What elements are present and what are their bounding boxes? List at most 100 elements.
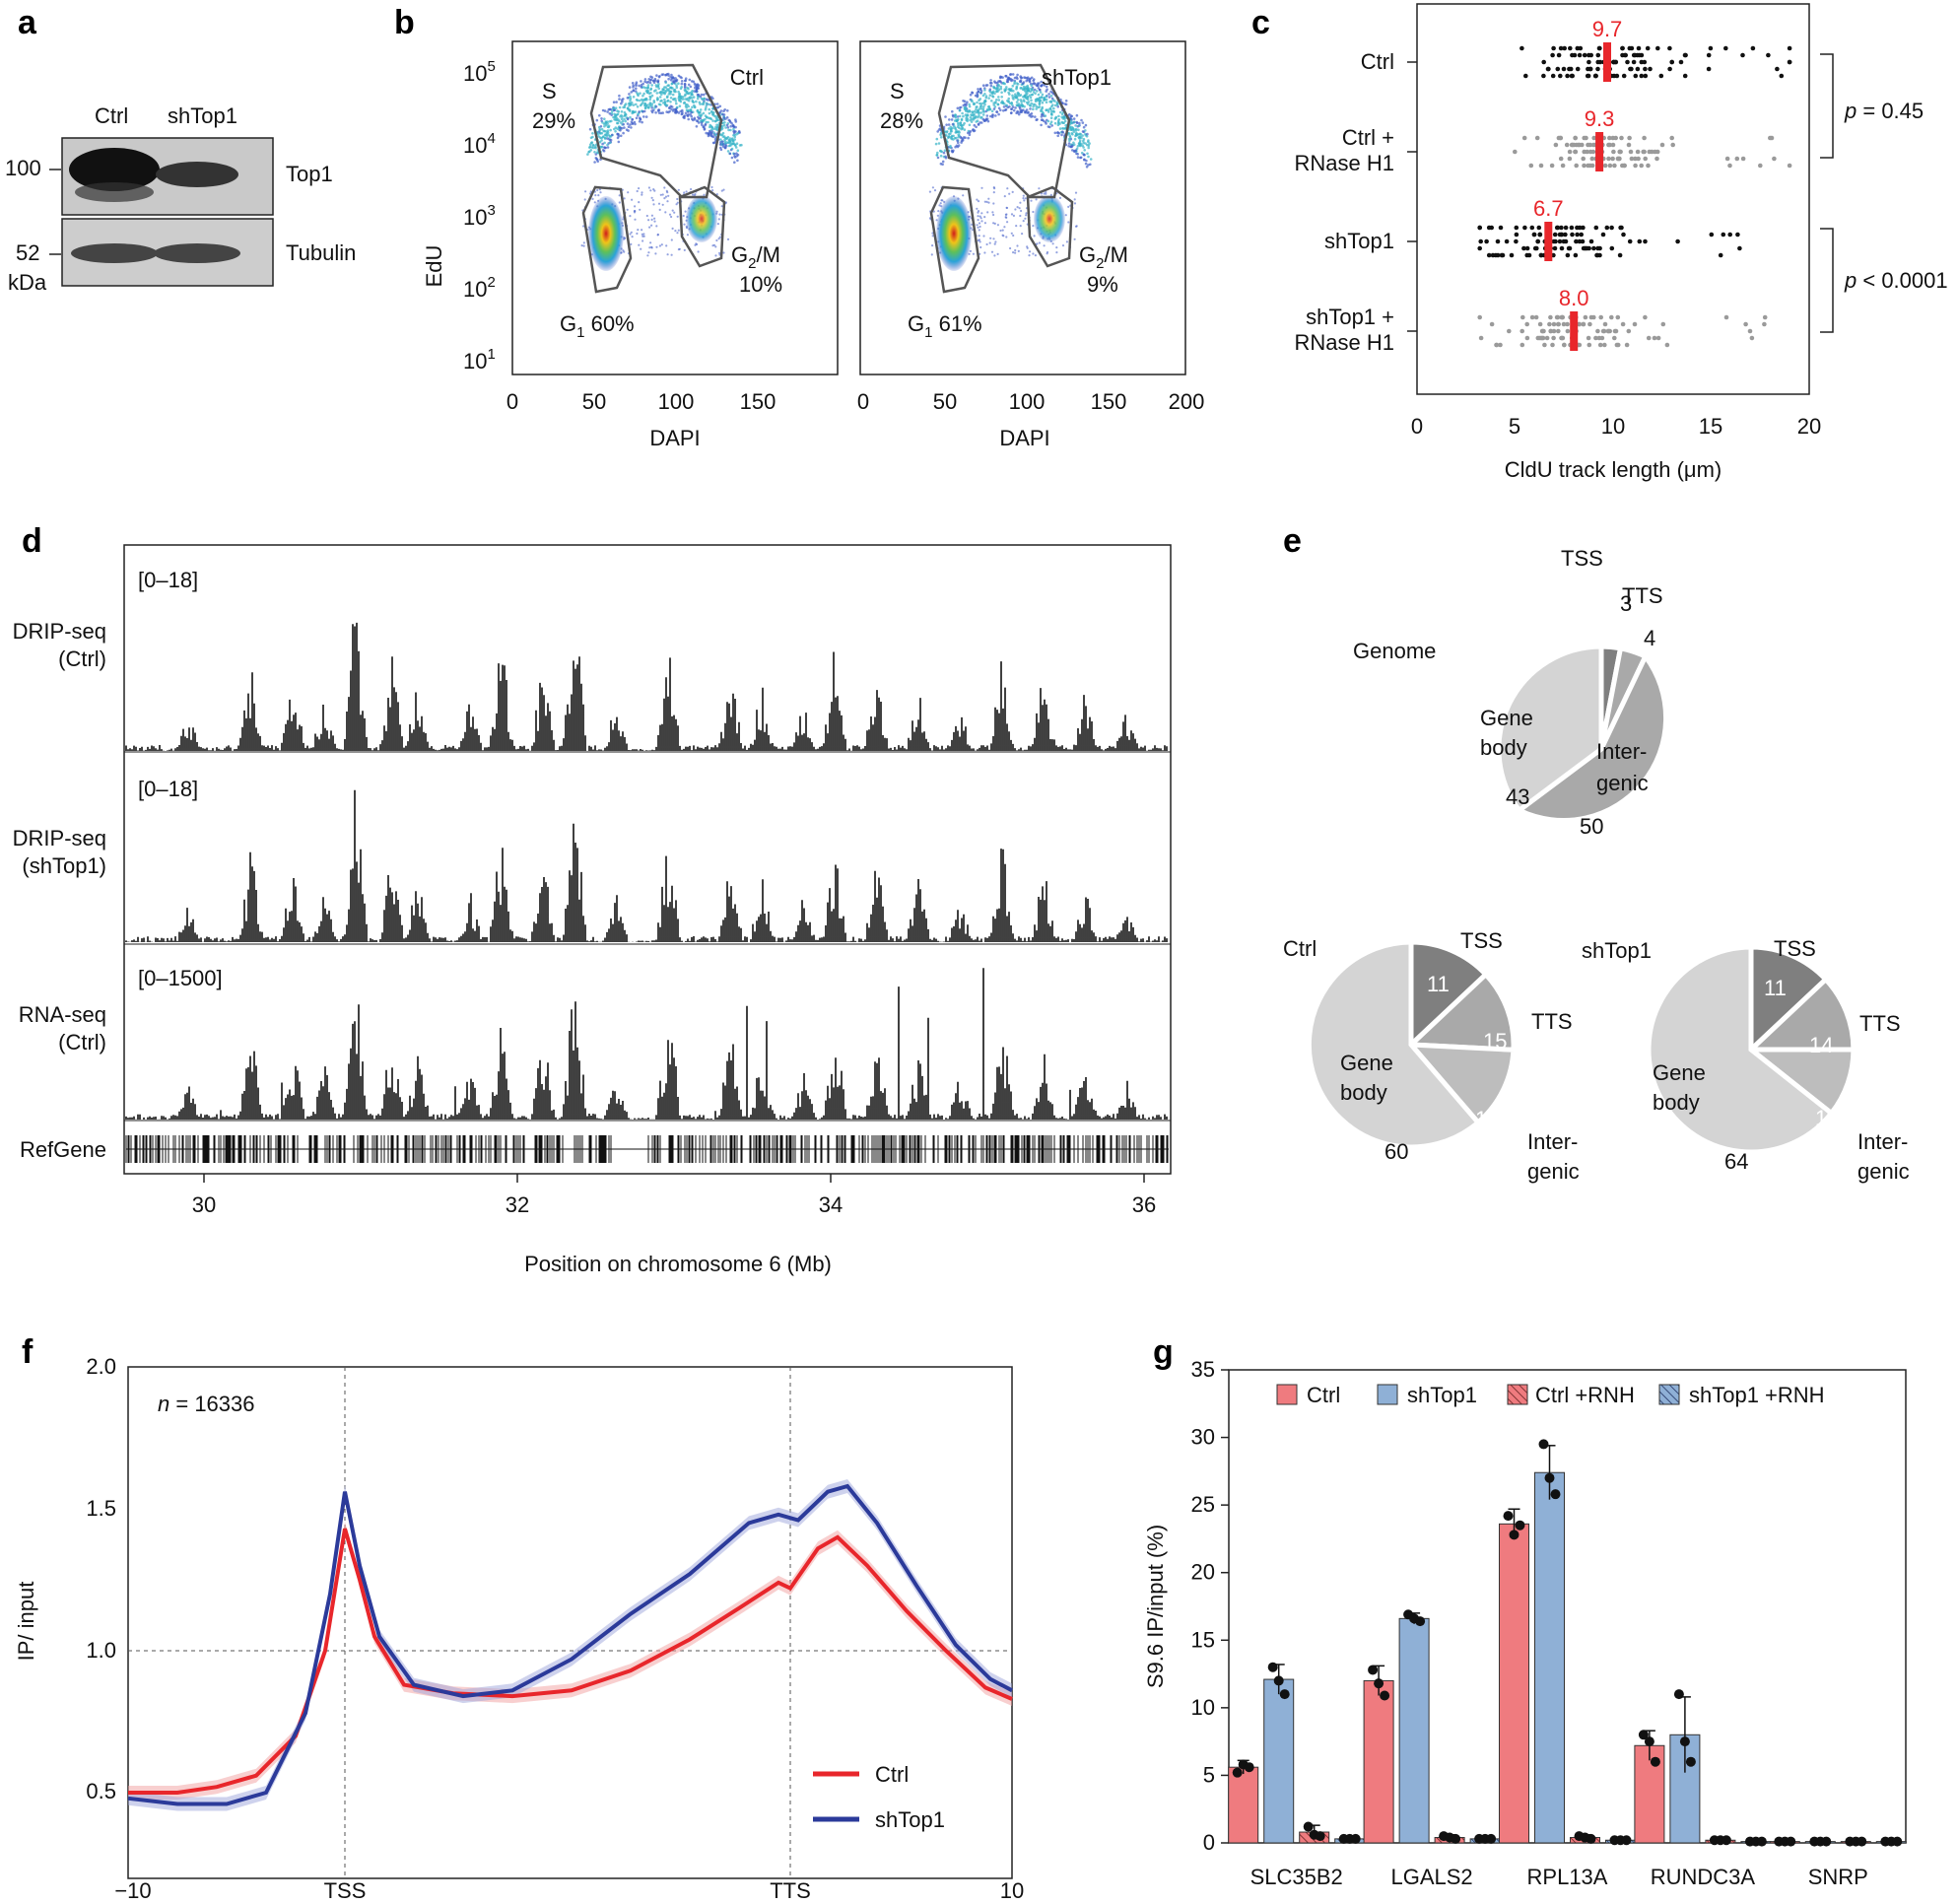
c-dot [1633, 163, 1638, 169]
b-0-s-dot [635, 83, 638, 86]
e-genome-inter-value: 50 [1580, 814, 1603, 839]
b-0-bg-dot [599, 191, 602, 194]
c-dot [1582, 163, 1587, 169]
b-1-s-dot [967, 136, 970, 140]
g-ytick-label: 5 [1203, 1762, 1215, 1787]
b-0-bg-dot [720, 189, 723, 192]
c-dot [1604, 225, 1610, 231]
c-dot [1652, 335, 1657, 341]
c-median-label: 6.7 [1533, 196, 1564, 221]
b-1-s-dot [969, 109, 972, 113]
b-1-s-dot [1019, 76, 1023, 80]
c-dot [1641, 149, 1646, 155]
b-0-bg-dot [668, 213, 672, 216]
b-1-bg-dot [1074, 191, 1078, 194]
b-1-bg-dot [1011, 190, 1014, 193]
b-1-s-dot [1077, 124, 1081, 127]
b-0-s-dot [688, 92, 692, 95]
b-0-s-dot [714, 119, 717, 123]
c-dot [1610, 142, 1616, 148]
b-0-bg-dot [694, 193, 697, 196]
b-1-s-dot [1087, 155, 1090, 159]
c-dot [1597, 342, 1603, 348]
b-1-s-dot [1045, 85, 1048, 89]
b-0-s-dot [589, 136, 593, 140]
c-dot [1769, 135, 1775, 141]
b-1-s-dot [934, 142, 938, 146]
b-1-s-dot [1074, 134, 1077, 138]
b-0-bg-dot [650, 224, 653, 227]
c-dot [1559, 232, 1564, 238]
b-0-bg-dot [673, 211, 676, 214]
d-refgene-label: RefGene [20, 1137, 106, 1162]
b-0-s-dot [704, 123, 707, 127]
c-dot [1567, 245, 1573, 251]
c-frame [1416, 3, 1810, 395]
b-1-s-dot [1028, 78, 1032, 81]
b-0-bg-dot [666, 253, 669, 256]
b-ylabel: EdU [422, 245, 446, 288]
g-ytick-label: 35 [1191, 1357, 1215, 1382]
b-0-s-dot [619, 126, 622, 129]
b-0-s-dot [674, 100, 678, 102]
d-track-label-1b: (Ctrl) [58, 646, 106, 671]
b-1-s-dot [939, 162, 943, 166]
b-0-bg-dot [593, 201, 596, 204]
b-0-s-dot [669, 104, 673, 108]
b-0-s-dot [678, 104, 682, 107]
c-median-bar [1544, 222, 1553, 261]
g-ytick-label: 30 [1191, 1425, 1215, 1450]
b-ytick-1e1: 101 [463, 346, 496, 374]
c-dot [1584, 135, 1588, 141]
c-dot [1486, 225, 1492, 231]
b-1-s-dot [999, 75, 1003, 79]
b-0-s-dot [660, 99, 663, 102]
b-0-s-dot [616, 132, 619, 136]
f-shtop1-line [127, 1483, 1013, 1806]
b-1-s-dot [1073, 150, 1076, 154]
b-1-s-dot [984, 100, 987, 102]
b-1-s-dot [1036, 90, 1039, 93]
b-0-s-dot [680, 76, 683, 80]
b-0-s-dot [594, 153, 598, 156]
b-0-s-dot [702, 125, 705, 128]
g-datapoint [1350, 1833, 1361, 1844]
b-1-s-dot [972, 102, 976, 106]
b-0-s-dot [688, 78, 692, 82]
b-1-bg-dot [928, 190, 932, 193]
panel-label-e: e [1283, 522, 1302, 560]
b-xtick-sh-50: 50 [933, 389, 957, 414]
b-0-s-dot [643, 102, 646, 105]
b-0-s-dot [733, 133, 736, 137]
c-dot [1551, 335, 1556, 341]
c-dot [1758, 163, 1763, 169]
b-0-bg-dot [633, 210, 637, 213]
c-dot [1721, 232, 1726, 238]
b-0-s-dot [604, 146, 607, 150]
b-1-bg-dot [1067, 221, 1070, 224]
b-1-s-dot [1049, 90, 1052, 94]
b-1-s-dot [1002, 105, 1006, 108]
b-1-s-dot [969, 130, 973, 133]
b-0-s-dot [600, 117, 603, 120]
b-0-bg-dot [618, 194, 621, 197]
b-1-s-dot [1014, 106, 1017, 109]
c-dot [1567, 149, 1573, 155]
b-1-s-dot [974, 115, 977, 119]
b-yticks: 105 104 103 102 101 [463, 58, 496, 374]
d-xtick-32: 32 [506, 1192, 529, 1217]
c-dot [1617, 252, 1623, 258]
b-1-s-dot [1034, 92, 1037, 96]
b-1-s-dot [981, 117, 985, 121]
g-ytick-label: 20 [1191, 1560, 1215, 1585]
b-0-s-dot [685, 108, 689, 112]
e-genome-inter-label-1: Inter- [1596, 739, 1647, 764]
b-1-s-dot [1011, 84, 1015, 88]
c-xtick-15: 15 [1699, 414, 1722, 439]
b-1-s-dot [1057, 114, 1060, 118]
b-0-bg-dot [711, 189, 714, 192]
b-0-s-dot [628, 86, 632, 89]
g-datapoint [1857, 1836, 1867, 1847]
c-dot [1570, 73, 1575, 79]
b-0-bg-dot [582, 241, 585, 244]
